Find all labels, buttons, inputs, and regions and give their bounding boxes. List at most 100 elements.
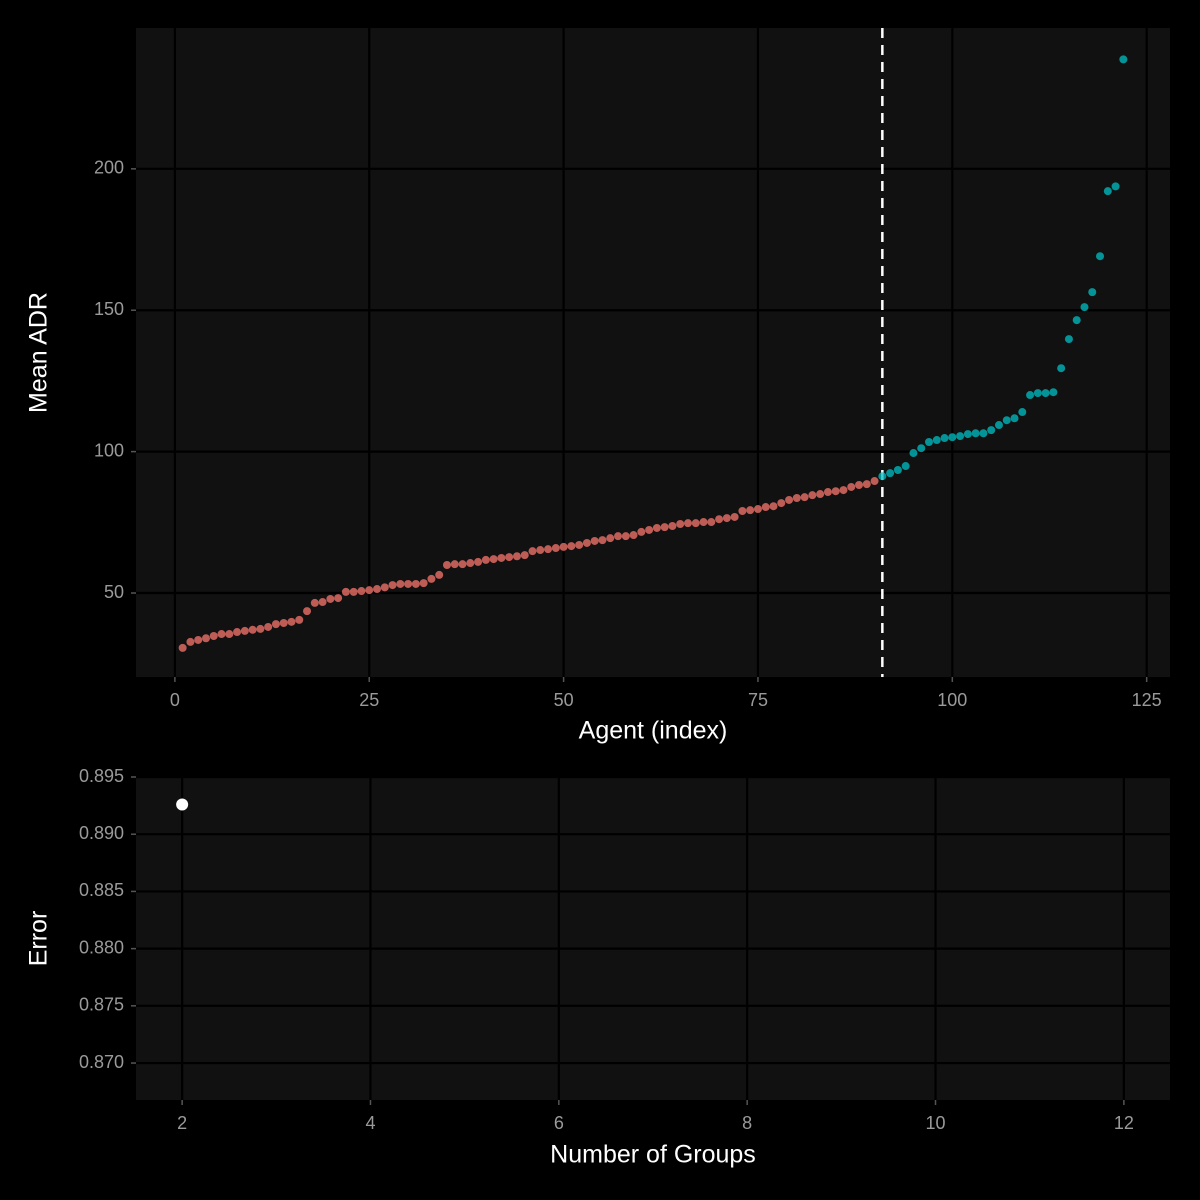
point [271, 620, 280, 629]
y-tick-label: 200 [94, 158, 124, 178]
y-tick-label: 100 [94, 440, 124, 460]
point [1088, 288, 1097, 297]
point [917, 444, 926, 453]
point [582, 538, 591, 547]
x-tick-label: 125 [1132, 690, 1162, 710]
x-tick-label: 25 [359, 690, 379, 710]
x-axis-title: Agent (index) [579, 717, 728, 745]
point [575, 540, 584, 549]
point [520, 551, 529, 560]
point [217, 630, 226, 639]
point [753, 505, 762, 514]
x-tick-label: 2 [177, 1113, 187, 1133]
y-tick-label: 0.885 [79, 880, 124, 900]
point [746, 506, 755, 515]
point [621, 532, 630, 541]
point [551, 544, 560, 553]
y-tick-label: 0.880 [79, 937, 124, 957]
point [334, 594, 343, 603]
point [1111, 182, 1120, 191]
point [761, 503, 770, 512]
point [1026, 391, 1035, 400]
point [404, 579, 413, 588]
point [279, 618, 288, 627]
point [528, 547, 537, 556]
point [349, 587, 358, 596]
point [458, 560, 467, 569]
point [373, 585, 382, 594]
point [176, 798, 189, 811]
point [948, 433, 957, 442]
point [435, 570, 444, 579]
x-tick-label: 4 [365, 1113, 375, 1133]
point [536, 546, 545, 555]
x-tick-label: 12 [1114, 1113, 1134, 1133]
point [994, 421, 1003, 430]
x-tick-label: 75 [748, 690, 768, 710]
point [590, 536, 599, 545]
point [225, 630, 234, 639]
point [419, 579, 428, 588]
point [722, 514, 731, 523]
panel [136, 28, 1170, 677]
point [909, 449, 918, 458]
point [1033, 389, 1042, 398]
point [233, 628, 242, 637]
point [341, 587, 350, 596]
point [287, 617, 296, 626]
point [512, 552, 521, 561]
point [318, 598, 327, 607]
point [808, 491, 817, 500]
point [295, 615, 304, 624]
point [256, 624, 265, 633]
point [396, 579, 405, 588]
point [878, 472, 887, 481]
point [614, 532, 623, 541]
point [310, 598, 319, 607]
point [544, 545, 553, 554]
point [201, 634, 210, 643]
point [1096, 252, 1105, 261]
point [963, 430, 972, 439]
point [738, 507, 747, 516]
point [699, 518, 708, 527]
point [489, 555, 498, 564]
y-tick-label: 0.875 [79, 995, 124, 1015]
point [847, 482, 856, 491]
point [1064, 335, 1073, 344]
point [365, 586, 374, 595]
point [831, 487, 840, 496]
x-tick-label: 10 [925, 1113, 945, 1133]
point [652, 523, 661, 532]
y-axis-title: Error [25, 911, 53, 967]
point [248, 625, 257, 634]
point [924, 438, 933, 447]
point [645, 525, 654, 534]
point [629, 531, 638, 540]
point [971, 429, 980, 438]
x-tick-label: 0 [170, 690, 180, 710]
point [303, 607, 312, 616]
point [660, 523, 669, 532]
point [357, 587, 366, 596]
point [979, 429, 988, 438]
point [559, 542, 568, 551]
point [186, 637, 195, 646]
point [497, 553, 506, 562]
point [1018, 408, 1027, 417]
point [870, 477, 879, 486]
y-tick-label: 0.870 [79, 1052, 124, 1072]
point [442, 561, 451, 570]
panel [136, 777, 1170, 1100]
point [411, 579, 420, 588]
point [264, 622, 273, 631]
point [450, 560, 459, 569]
point [668, 521, 677, 530]
point [707, 518, 716, 527]
y-tick-label: 0.895 [79, 766, 124, 786]
point [839, 486, 848, 495]
point [194, 635, 203, 644]
point [823, 488, 832, 497]
